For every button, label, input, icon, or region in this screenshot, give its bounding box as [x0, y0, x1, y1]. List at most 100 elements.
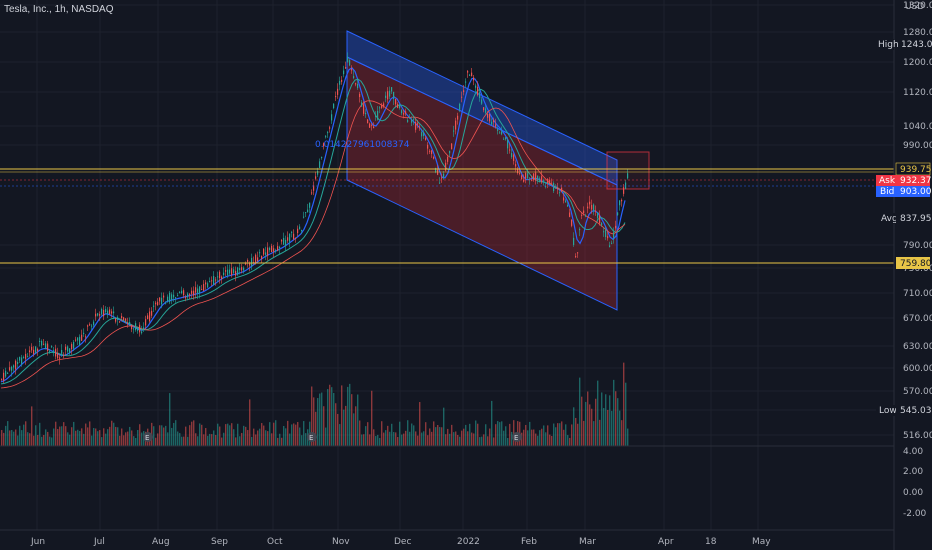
event-marker-icon[interactable]: E — [512, 432, 522, 442]
volume-bar — [553, 423, 555, 446]
candle-body — [573, 237, 575, 245]
candle-body — [517, 169, 519, 174]
volume-bar — [365, 426, 367, 446]
event-marker-icon[interactable]: E — [307, 432, 317, 442]
candle-body — [273, 248, 275, 252]
volume-bar — [513, 420, 515, 446]
candle-body — [275, 250, 277, 252]
candle-body — [401, 110, 403, 114]
candle-body — [267, 247, 269, 256]
candle-body — [461, 96, 463, 98]
low-tag-label: Low — [879, 406, 897, 416]
volume-bar — [267, 431, 269, 446]
candle-body — [593, 204, 595, 211]
volume-bar — [351, 394, 353, 446]
annotation-text[interactable]: 0.014227961008374 — [315, 140, 410, 150]
candle-body — [157, 301, 159, 306]
volume-bar — [373, 429, 375, 446]
volume-bar — [379, 437, 381, 446]
candle-body — [589, 201, 591, 205]
candle-body — [451, 143, 453, 150]
volume-bar — [37, 434, 39, 446]
candle-body — [279, 246, 281, 249]
candle-body — [429, 150, 431, 152]
volume-bar — [415, 431, 417, 446]
volume-bar — [221, 437, 223, 446]
volume-bar — [357, 394, 359, 446]
volume-bar — [435, 427, 437, 446]
ma-line-teal — [0, 78, 626, 385]
candle-body — [227, 269, 229, 276]
candle-body — [299, 226, 301, 230]
time-axis[interactable]: Jun Jul Aug Sep Oct Nov Dec 2022 Feb Mar Apr 18 May — [30, 537, 771, 547]
candle-body — [535, 172, 537, 181]
volume-bar — [165, 425, 167, 446]
volume-bar — [453, 432, 455, 446]
candle-body — [597, 212, 599, 219]
candle-body — [213, 276, 215, 285]
volume-bar — [339, 424, 341, 446]
candle-body — [139, 324, 141, 333]
event-marker-icon[interactable]: E — [143, 432, 153, 442]
candle-body — [343, 70, 345, 75]
candle-body — [367, 119, 369, 124]
candle-body — [345, 67, 347, 69]
candle-body — [411, 119, 413, 123]
candle-body — [391, 87, 393, 92]
volume-bar — [353, 413, 355, 446]
candle-body — [375, 115, 377, 117]
volume-bar — [337, 413, 339, 446]
candle-body — [431, 150, 433, 154]
volume-bar — [31, 406, 33, 446]
candle-body — [563, 197, 565, 201]
volume-bar — [471, 432, 473, 446]
volume-bar — [195, 433, 197, 446]
volume-bar — [437, 424, 439, 446]
candle-body — [205, 282, 207, 285]
volume-bar — [529, 421, 531, 446]
volume-bar — [593, 421, 595, 446]
candle-body — [611, 242, 613, 244]
candle-body — [465, 81, 467, 83]
time-tick-label: 2022 — [457, 537, 480, 547]
volume-bar — [101, 437, 103, 446]
volume-bar — [27, 432, 29, 446]
candle-body — [271, 245, 273, 253]
volume-bar — [487, 436, 489, 446]
volume-bar — [607, 409, 609, 446]
channel-lower-band[interactable] — [346, 56, 618, 311]
candle-body — [341, 79, 343, 82]
volume-bar — [397, 436, 399, 446]
candle-body — [413, 119, 415, 121]
candle-body — [7, 372, 9, 374]
volume-bar — [269, 422, 271, 446]
candle-body — [229, 269, 231, 274]
volume-bar — [105, 433, 107, 446]
candle-body — [415, 122, 417, 130]
candle-body — [619, 200, 621, 206]
candle-body — [217, 276, 219, 278]
volume-bar — [395, 432, 397, 446]
volume-bar — [497, 421, 499, 446]
candle-body — [405, 111, 407, 114]
candle-body — [237, 267, 239, 276]
candle-body — [443, 173, 445, 178]
volume-bar — [241, 432, 243, 446]
volume-bar — [575, 417, 577, 446]
volume-bar — [133, 436, 135, 446]
volume-bar — [591, 408, 593, 446]
volume-bar — [465, 424, 467, 446]
candle-body — [519, 172, 521, 174]
volume-bar — [125, 432, 127, 446]
volume-bar — [417, 435, 419, 446]
volume-bar — [245, 426, 247, 446]
volume-bar — [63, 422, 65, 446]
candle-body — [583, 210, 585, 214]
highlight-rectangle[interactable] — [606, 151, 650, 190]
candle-body — [441, 177, 443, 179]
volume-bar — [403, 433, 405, 446]
price-axis[interactable] — [894, 0, 932, 550]
volume-bar — [563, 429, 565, 446]
volume-bar — [243, 425, 245, 446]
